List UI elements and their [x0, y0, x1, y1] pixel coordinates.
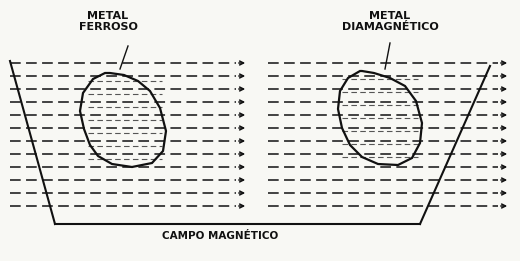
Text: METAL
FERROSO: METAL FERROSO — [79, 11, 137, 32]
Text: METAL
DIAMAGNÉTICO: METAL DIAMAGNÉTICO — [342, 11, 438, 32]
Text: CAMPO MAGNÉTICO: CAMPO MAGNÉTICO — [162, 231, 278, 241]
